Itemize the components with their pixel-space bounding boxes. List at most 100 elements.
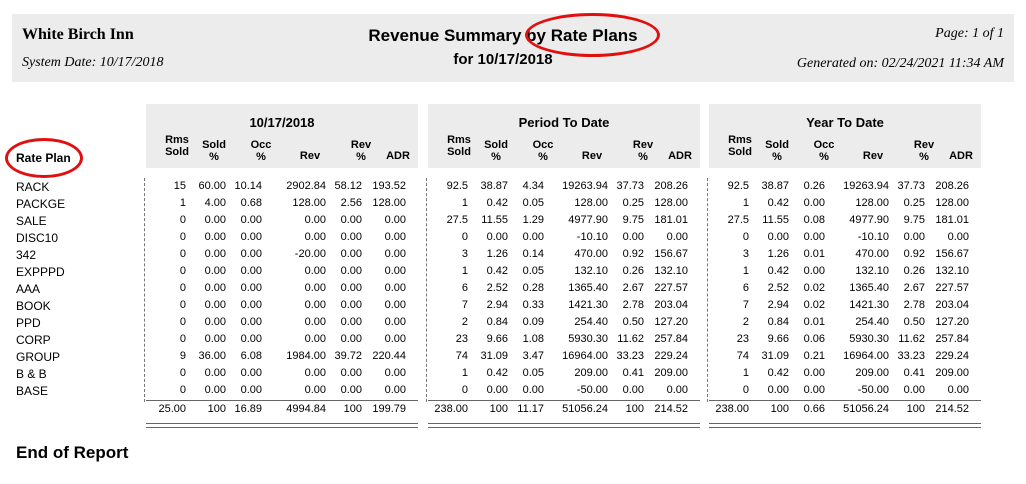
cell-sold: 36.00 — [198, 350, 226, 362]
column-header-occ: Occ — [532, 139, 554, 151]
cell-adr: 156.67 — [935, 248, 969, 260]
cell-rev: 2902.84 — [286, 180, 326, 192]
cell-sold: 0.00 — [204, 367, 226, 379]
cell-rev: 470.00 — [574, 248, 608, 260]
cell-occ: 0.33 — [522, 299, 544, 311]
cell-occ: 0.14 — [522, 248, 544, 260]
cell-rev: -50.00 — [576, 384, 608, 396]
cell-revp: 0.25 — [622, 197, 644, 209]
cell-adr: 0.00 — [384, 333, 406, 345]
cell-rev: 5930.30 — [568, 333, 608, 345]
cell-sold: 0.42 — [486, 265, 508, 277]
double-rule-2 — [709, 427, 981, 428]
double-rule-1 — [146, 423, 418, 424]
cell-revp: 0.50 — [622, 316, 644, 328]
cell-rms: 1 — [742, 197, 749, 209]
column-header-revp: Rev — [350, 139, 372, 151]
cell-occ: 0.00 — [803, 384, 825, 396]
cell-rev: 16964.00 — [843, 350, 889, 362]
cell-sold: 2.52 — [767, 282, 789, 294]
cell-sold: 0.00 — [204, 282, 226, 294]
column-header-sold: Sold — [484, 139, 508, 151]
total-occ: 0.66 — [803, 403, 825, 415]
cell-rms: 3 — [461, 248, 468, 260]
column-header-sold: % — [491, 151, 501, 163]
cell-adr: 132.10 — [654, 265, 688, 277]
cell-rms: 0 — [179, 299, 186, 311]
cell-occ: 0.00 — [240, 265, 262, 277]
column-header-revp: % — [638, 151, 648, 163]
cell-sold: 4.00 — [204, 197, 226, 209]
cell-sold: 0.00 — [486, 231, 508, 243]
cell-rev: -10.10 — [576, 231, 608, 243]
cell-rev: 132.10 — [574, 265, 608, 277]
total-occ: 16.89 — [234, 403, 262, 415]
cell-rms: 92.5 — [727, 180, 749, 192]
cell-rms: 0 — [742, 384, 749, 396]
cell-rev: 0.00 — [304, 265, 326, 277]
column-header-rms: Sold — [728, 146, 752, 158]
cell-rev: 0.00 — [304, 282, 326, 294]
total-rev: 4994.84 — [286, 403, 326, 415]
cell-adr: 229.24 — [935, 350, 969, 362]
generated-timestamp: Generated on: 02/24/2021 11:34 AM — [796, 56, 1004, 71]
cell-sold: 0.42 — [767, 265, 789, 277]
column-header-occ: % — [538, 151, 548, 163]
cell-revp: 58.12 — [334, 180, 362, 192]
column-header-adr: ADR — [386, 150, 410, 162]
cell-revp: 2.78 — [622, 299, 644, 311]
cell-rev: 5930.30 — [849, 333, 889, 345]
total-rms: 25.00 — [158, 403, 186, 415]
cell-adr: 229.24 — [654, 350, 688, 362]
cell-rms: 0 — [179, 316, 186, 328]
cell-rev: 0.00 — [304, 299, 326, 311]
section-header-day — [146, 104, 418, 168]
cell-rev: 1365.40 — [849, 282, 889, 294]
cell-adr: 132.10 — [935, 265, 969, 277]
cell-rms: 27.5 — [446, 214, 468, 226]
cell-revp: 2.56 — [340, 197, 362, 209]
cell-adr: 193.52 — [372, 180, 406, 192]
column-header-occ: % — [819, 151, 829, 163]
cell-rev: 1421.30 — [568, 299, 608, 311]
cell-occ: 0.00 — [240, 299, 262, 311]
cell-rev: 254.40 — [574, 316, 608, 328]
column-header-rms: Rms — [447, 134, 471, 146]
cell-rms: 0 — [179, 367, 186, 379]
cell-rev: 128.00 — [574, 197, 608, 209]
cell-rms: 0 — [179, 231, 186, 243]
cell-rms: 0 — [179, 333, 186, 345]
total-sold: 100 — [489, 403, 508, 415]
column-header-occ: Occ — [813, 139, 835, 151]
section-title-day: 10/17/2018 — [249, 115, 315, 130]
column-header-rev: Rev — [299, 150, 321, 162]
cell-rev: 1421.30 — [849, 299, 889, 311]
cell-occ: 0.09 — [522, 316, 544, 328]
cell-rev: 1365.40 — [568, 282, 608, 294]
cell-occ: 0.00 — [522, 231, 544, 243]
cell-revp: 0.00 — [622, 384, 644, 396]
cell-occ: 0.02 — [803, 299, 825, 311]
cell-occ: 0.06 — [803, 333, 825, 345]
cell-occ: 4.34 — [522, 180, 544, 192]
column-header-sold: % — [772, 151, 782, 163]
cell-rms: 6 — [461, 282, 468, 294]
cell-occ: 1.29 — [522, 214, 544, 226]
cell-revp: 0.00 — [340, 384, 362, 396]
cell-rms: 2 — [742, 316, 749, 328]
cell-adr: 208.26 — [654, 180, 688, 192]
cell-sold: 0.00 — [486, 384, 508, 396]
cell-occ: 1.08 — [522, 333, 544, 345]
column-header-rms: Sold — [447, 146, 471, 158]
total-rev: 51056.24 — [843, 403, 889, 415]
cell-occ: 6.08 — [240, 350, 262, 362]
cell-adr: 0.00 — [384, 299, 406, 311]
cell-occ: 0.00 — [522, 384, 544, 396]
cell-adr: 0.00 — [384, 231, 406, 243]
cell-occ: 0.00 — [240, 333, 262, 345]
rate-plan-name: AAA — [16, 282, 41, 296]
cell-rev: -20.00 — [294, 248, 326, 260]
cell-rev: 0.00 — [304, 333, 326, 345]
cell-adr: 0.00 — [947, 384, 969, 396]
rate-plan-name: DISC10 — [16, 231, 59, 245]
